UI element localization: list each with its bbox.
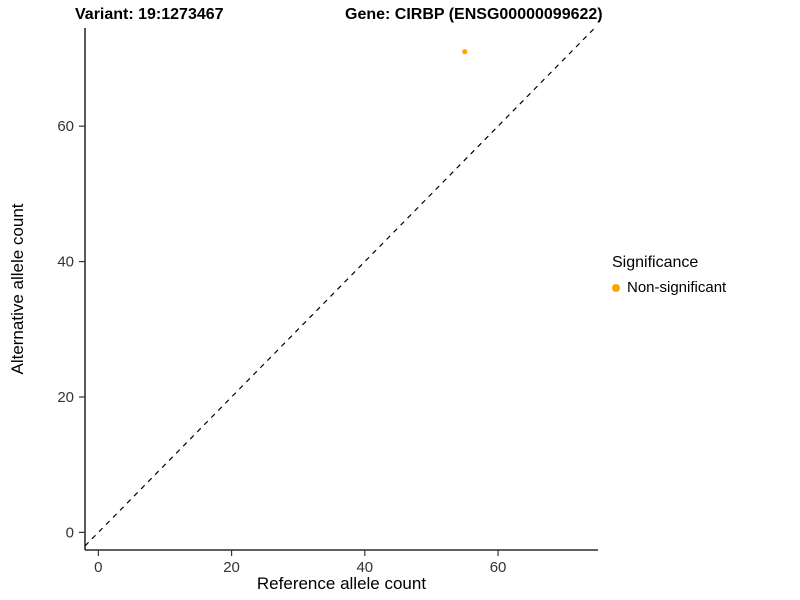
x-tick-label: 60 bbox=[490, 559, 507, 576]
x-tick-label: 0 bbox=[94, 559, 102, 576]
plot-title-gene: Gene: CIRBP (ENSG00000099622) bbox=[345, 6, 603, 23]
legend: Significance Non-significant bbox=[612, 254, 726, 296]
data-point bbox=[462, 49, 468, 55]
legend-entry-label: Non-significant bbox=[627, 279, 727, 296]
legend-title: Significance bbox=[612, 254, 699, 271]
plot-title-variant: Variant: 19:1273467 bbox=[75, 6, 224, 23]
x-tick-label: 20 bbox=[223, 559, 240, 576]
legend-point-icon bbox=[612, 283, 620, 292]
y-axis-label: Alternative allele count bbox=[8, 203, 27, 375]
y-tick-label: 40 bbox=[57, 254, 74, 271]
y-tick-label: 20 bbox=[57, 389, 74, 406]
x-axis-label: Reference allele count bbox=[256, 574, 427, 593]
y-tick-label: 60 bbox=[57, 118, 74, 135]
identity-line bbox=[84, 27, 596, 547]
x-tick-label: 40 bbox=[356, 559, 373, 576]
y-tick-label: 0 bbox=[66, 524, 74, 541]
legend-entry: Non-significant bbox=[612, 279, 726, 296]
